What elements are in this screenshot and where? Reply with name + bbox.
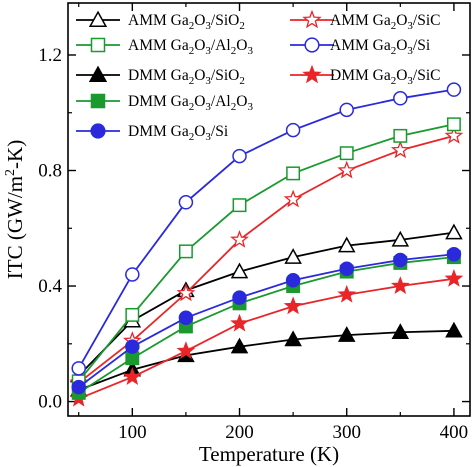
legend-marker (302, 9, 322, 29)
data-point (446, 82, 462, 97)
data-point (230, 337, 249, 354)
data-point (393, 128, 408, 143)
legend-label: AMM Ga2O3/Al2O3 (128, 37, 253, 57)
data-point (446, 247, 462, 262)
data-point (285, 273, 301, 288)
legend-entry: AMM Ga2O3/Al2O3 (76, 37, 253, 57)
data-point (230, 230, 249, 248)
data-point (337, 236, 356, 253)
x-axis-title: Temperature (K) (199, 442, 339, 466)
data-point (339, 102, 354, 118)
series-line (78, 256, 455, 394)
data-point (337, 326, 356, 342)
data-point (446, 117, 461, 132)
data-point (285, 122, 301, 138)
legend-label: AMM Ga2O3/Si (330, 37, 431, 57)
legend-entry: AMM Ga2O3/Si (290, 37, 431, 57)
data-point (122, 367, 142, 385)
y-tick-label: 0.4 (38, 276, 62, 297)
data-point (445, 223, 463, 240)
data-point (125, 307, 140, 322)
data-point (337, 160, 357, 179)
legend-marker (304, 37, 320, 53)
legend-label: DMM Ga2O3/Si (128, 123, 229, 143)
legend-entry: DMM Ga2O3/Si (76, 123, 229, 143)
y-tick-label: 1.2 (38, 45, 62, 66)
legend-marker (88, 10, 108, 28)
series-line (78, 123, 455, 382)
y-tick-label: 0.8 (38, 161, 62, 182)
legend-marker (302, 64, 322, 84)
series-7 (71, 247, 462, 395)
legend-marker (90, 93, 106, 109)
plot-frame (67, 2, 471, 417)
data-point (178, 195, 194, 210)
legend-marker (90, 123, 106, 139)
data-point (284, 330, 302, 347)
data-point (391, 230, 410, 247)
legend-label: AMM Ga2O3/SiC (330, 12, 441, 32)
data-point (71, 379, 86, 395)
data-point (230, 313, 249, 332)
data-point (391, 323, 410, 339)
data-point (178, 244, 193, 259)
legend-entry: AMM Ga2O3/SiO2 (76, 10, 245, 32)
y-tick-label: 0.0 (38, 392, 62, 413)
data-point (176, 283, 196, 302)
data-point (393, 252, 408, 268)
series-line (78, 253, 455, 388)
data-point (283, 296, 303, 315)
data-point (230, 262, 249, 279)
series-line (77, 88, 455, 369)
data-point (71, 361, 86, 376)
data-point (232, 198, 247, 213)
data-point (444, 126, 464, 144)
legend-entry: DMM Ga2O3/SiO2 (76, 65, 245, 87)
data-point (286, 166, 301, 181)
series-2 (71, 117, 461, 389)
series-line (78, 277, 455, 400)
data-point (178, 310, 194, 326)
legend-label: DMM Ga2O3/Al2O3 (128, 93, 253, 113)
x-tick-label: 100 (118, 422, 147, 443)
data-point (445, 321, 463, 338)
data-point (339, 146, 354, 161)
series-line (78, 231, 455, 377)
data-point (390, 140, 410, 159)
legend-label: DMM Ga2O3/SiC (330, 67, 441, 87)
series-line (78, 329, 454, 391)
data-point (284, 248, 302, 264)
legend-entry: DMM Ga2O3/Al2O3 (76, 93, 253, 113)
series-3 (71, 82, 462, 376)
legend-entry: AMM Ga2O3/SiC (290, 9, 441, 32)
x-tick-label: 300 (332, 422, 361, 443)
legend-marker (88, 65, 108, 83)
data-point (232, 148, 247, 164)
x-tick-label: 400 (440, 422, 469, 443)
y-axis-title: ITC (GW/m2-K) (3, 140, 27, 279)
data-point (393, 91, 408, 106)
legend-label: DMM Ga2O3/SiO2 (128, 67, 245, 87)
data-point (444, 268, 464, 287)
legend-entry: DMM Ga2O3/SiC (290, 64, 441, 87)
legend-marker (90, 37, 106, 53)
data-point (390, 276, 410, 294)
data-point (283, 189, 303, 208)
x-tick-label: 200 (225, 422, 254, 443)
data-point (125, 267, 140, 282)
data-point (176, 341, 196, 359)
series-line (78, 134, 455, 384)
data-point (337, 284, 357, 303)
data-point (232, 290, 247, 305)
data-point (125, 339, 140, 354)
legend-label: AMM Ga2O3/SiO2 (128, 12, 245, 32)
data-point (339, 261, 354, 276)
